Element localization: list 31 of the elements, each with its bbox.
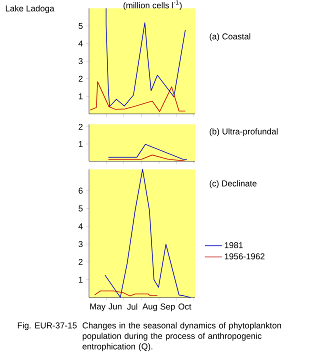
y-tick-label: 4 — [78, 223, 83, 230]
y-tick-label: 4 — [78, 40, 83, 46]
y-tick-label: 2 — [78, 76, 83, 82]
y-axis-title: (million cells l$^{-1}$) — [124, 0, 182, 10]
text: (c) Declinate — [210, 180, 257, 188]
y-tick-label: 2 — [78, 124, 83, 130]
text: Fig. EUR-37-15 — [18, 322, 77, 330]
y-tick-label: 3 — [78, 58, 83, 64]
text: (b) Ultra-profundal — [210, 128, 278, 136]
text: (a) Coastal — [210, 33, 250, 42]
y-tick-label: 1 — [78, 141, 83, 147]
y-tick-label: 3 — [78, 241, 83, 248]
x-tick-label: Oct — [178, 304, 192, 310]
y-tick-label: 5 — [78, 22, 83, 29]
x-tick-label: Aug — [142, 304, 157, 312]
text: Lake Ladoga — [6, 5, 54, 14]
y-tick-label: 2 — [78, 258, 83, 265]
line-series — [104, 168, 191, 298]
legend-label: 1981 — [224, 242, 243, 248]
x-tick-label: Jul — [127, 304, 138, 310]
y-tick-label: 1 — [78, 276, 83, 283]
x-tick-label: Sep — [160, 304, 175, 312]
y-tick-label: 6 — [78, 188, 83, 194]
y-tick-label: 5 — [78, 206, 83, 212]
legend-label: 1956-1962 — [224, 253, 264, 260]
x-tick-label: Jun — [108, 304, 122, 310]
line-series — [90, 81, 186, 112]
y-tick-label: 1 — [78, 93, 83, 100]
x-tick-label: May — [90, 304, 106, 312]
line-series — [108, 144, 188, 160]
text: Changes in the seasonal dynamics of phytoplankton population during the process of anthropogenic entrophication (Q). — [82, 322, 282, 352]
